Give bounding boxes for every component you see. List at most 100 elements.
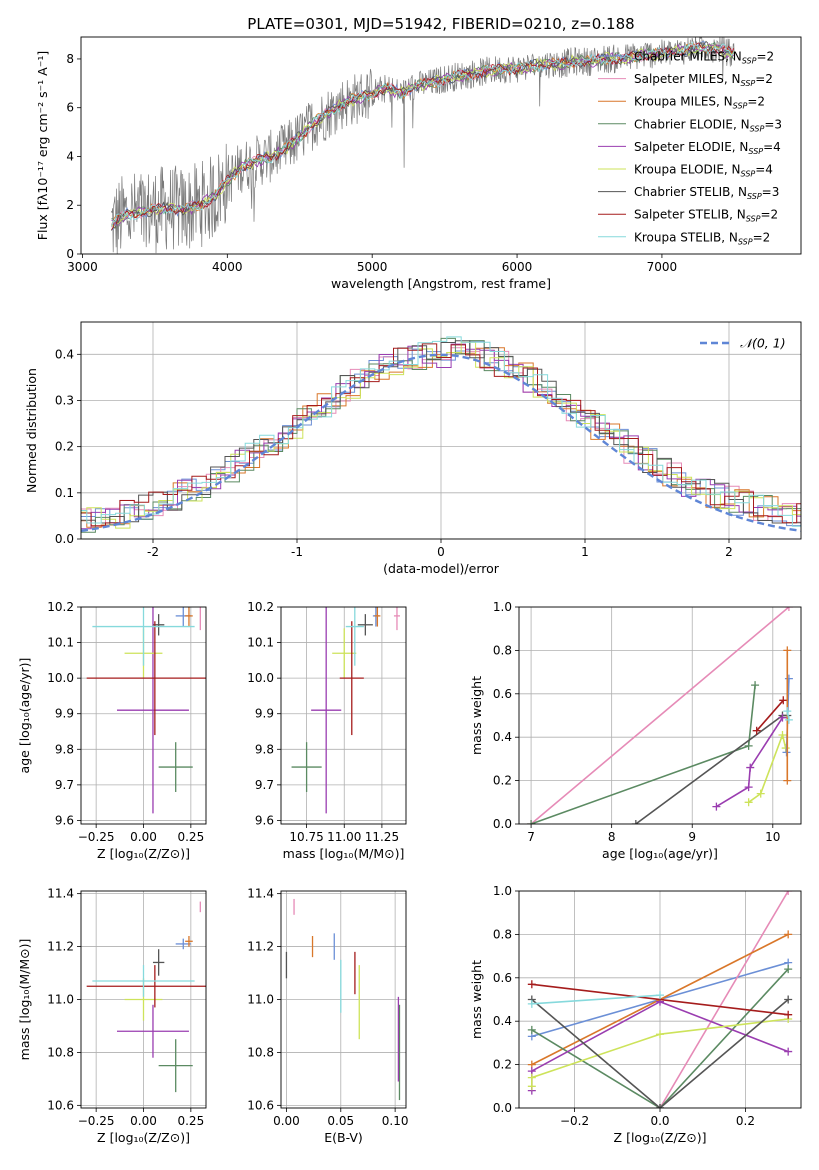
x-tick-label: 11.25 [365,830,399,844]
y-tick-label: 10.2 [47,600,74,614]
plot-area [81,322,801,539]
point-kroupa-miles [374,607,381,627]
plus-marker [527,1025,536,1034]
series-salpeter-stelib [527,980,793,1019]
y-tick-label: 0.2 [493,1058,512,1072]
legend-label: 𝒩(0, 1) [740,336,786,351]
axes-frame [518,606,802,825]
x-tick-label: -2 [147,545,159,559]
y-tick-label: 10.0 [247,671,274,685]
legend-label: Salpeter ELODIE, NSSP=4 [634,140,781,156]
model-kroupa-stelib [111,41,735,227]
chart-title: PLATE=0301, MJD=51942, FIBERID=0210, z=0… [247,15,634,33]
x-tick-label: 8 [608,830,616,844]
plot-area [519,607,801,824]
plus-marker [784,930,793,939]
legend-label: Chabrier STELIB, NSSP=3 [634,185,779,201]
legend-label: Kroupa ELODIE, NSSP=4 [634,163,773,179]
y-tick-label: 0.4 [493,730,512,744]
plus-marker [784,891,793,895]
plus-marker [784,715,793,724]
series-kroupa-elodie [744,731,790,807]
axes-frame [280,890,407,1109]
x-tick-label: 0.00 [273,1114,300,1128]
plus-marker [527,1073,536,1082]
series-line [530,607,790,824]
chart-age_vs_mass: 10.75 11.00 11.25 9.6 9.7 9.8 9.9 10.0 10.1 10.2 m… [247,600,407,861]
x-axis-label: wavelength [Angstrom, rest frame] [331,276,551,291]
point-kroupa-stelib [345,607,364,666]
plus-marker [744,783,753,792]
y-tick-label: 10.0 [47,671,74,685]
plus-marker [712,802,721,811]
y-tick-label: 0.0 [493,1101,512,1115]
y-tick-label: 11.4 [47,887,74,901]
point-kroupa-miles [185,607,193,627]
y-tick-label: 10.1 [247,636,274,650]
series-salpeter-stelib [752,696,788,735]
x-tick-label: 3000 [67,260,98,274]
y-tick-label: 11.2 [47,940,74,954]
legend: Chabrier MILES, NSSP=2 Salpeter MILES, NS… [598,50,782,246]
y-axis-label: Normed distribution [24,368,39,493]
plus-marker [779,696,788,705]
series-line [531,998,789,1108]
y-tick-label: 0.0 [493,817,512,831]
x-tick-label: 0.2 [736,1114,755,1128]
y-tick-label: 1.0 [493,884,512,898]
y-tick-label: 10.6 [247,1098,274,1112]
x-tick-label: -1 [291,545,303,559]
plus-marker [783,646,792,655]
series-chabrier-elodie [527,681,760,824]
y-axis-label: mass weight [469,676,484,755]
x-axis-label: (data-model)/error [383,561,500,576]
point-salpeter-miles [393,607,400,631]
axes-frame [80,36,802,255]
y-tick-label: 11.2 [247,940,274,954]
x-tick-label: 10.75 [289,830,323,844]
plot-area [281,891,406,1108]
plus-marker [781,744,790,753]
y-tick-label: 0.8 [493,643,512,657]
series-line [756,699,784,732]
x-tick-label: 0.00 [130,830,157,844]
chart-mass_vs_ebv: 0.00 0.05 0.10 10.6 10.8 11.0 11.2 11.4 E(B-V) [247,887,408,1145]
plus-marker [784,1010,793,1019]
model-kroupa-miles [111,42,735,226]
legend-label: Kroupa STELIB, NSSP=2 [634,230,770,246]
plus-marker [527,980,536,989]
y-tick-label: 11.4 [247,887,274,901]
series-line [659,891,789,1108]
legend-label: Chabrier ELODIE, NSSP=3 [634,117,782,133]
plus-marker [782,748,791,757]
x-tick-label: 0.05 [327,1114,354,1128]
chart-weight_vs_age: 7 8 9 10 0.0 0.2 0.4 0.6 0.8 1.0 age [log₁₀(age/yr… [469,600,802,861]
series-kroupa-stelib [527,991,664,1008]
point-chabrier-stelib [152,949,165,976]
plus-marker [631,820,640,824]
point-salpeter-elodie [116,607,189,814]
point-chabrier-stelib [357,614,373,636]
plus-marker [784,995,793,1004]
plot-area [81,607,206,824]
y-tick-label: 0.4 [55,347,74,361]
axes-frame [80,321,802,540]
point-salpeter-elodie [311,607,342,814]
plus-marker [752,726,761,735]
axes-frame [80,606,207,825]
model-chabrier-stelib [111,40,734,231]
y-tick-label: 0.0 [55,532,74,546]
chart-weight_vs_Z: −0.2 0.0 0.2 0.0 0.2 0.4 0.6 0.8 1.0 Z [log₁₀(Z/Z… [469,884,802,1145]
x-tick-label: 2 [725,545,733,559]
plus-marker [756,789,765,798]
axes-frame [518,890,802,1109]
x-axis-label: Z [log₁₀(Z/Z⊙)] [97,846,190,861]
chart-mass_vs_Z: −0.25 0.00 0.25 10.6 10.8 11.0 11.2 11.4 Z [log₁… [17,887,207,1145]
chart-age_vs_Z: −0.25 0.00 0.25 9.6 9.7 9.8 9.9 10.0 10.1 10.2 Z [… [17,600,207,861]
plus-marker [778,731,787,740]
plot-area [81,891,206,1108]
x-tick-label: 4000 [212,260,243,274]
x-tick-label: 0 [437,545,445,559]
